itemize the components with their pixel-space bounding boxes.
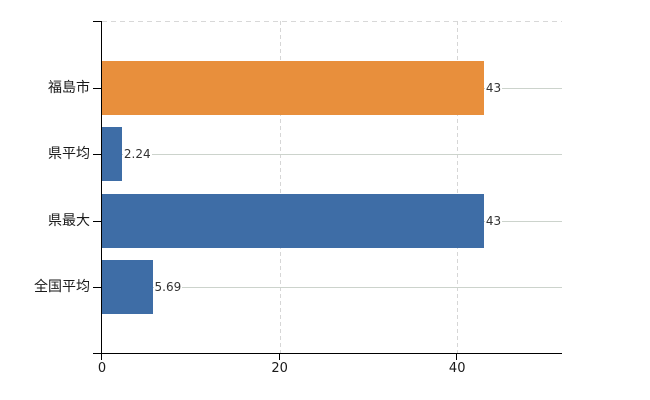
value-label: 2.24 <box>122 146 152 162</box>
bar <box>102 61 484 115</box>
horizontal-gridline <box>102 287 562 288</box>
category-label: 全国平均 <box>34 279 90 295</box>
y-axis-end-tick <box>93 21 101 22</box>
bar <box>102 194 484 248</box>
x-tick <box>456 354 458 360</box>
horizontal-gridline <box>102 154 562 155</box>
x-tick <box>101 354 102 360</box>
x-tick-label: 40 <box>448 361 466 376</box>
x-tick-label: 0 <box>97 361 107 376</box>
y-tick <box>93 88 101 89</box>
x-tick <box>278 354 280 360</box>
category-label: 県最大 <box>48 213 90 229</box>
category-label: 福島市 <box>48 80 90 96</box>
plot-top-border-line <box>102 21 562 22</box>
y-axis-end-tick <box>93 353 101 354</box>
x-tick-label: 20 <box>271 361 288 376</box>
category-label: 県平均 <box>48 146 90 162</box>
y-tick <box>93 287 101 288</box>
vertical-gridline <box>279 21 281 354</box>
value-label: 43 <box>484 80 503 96</box>
x-axis-line <box>101 353 562 354</box>
y-tick <box>93 154 101 155</box>
bar <box>102 260 153 314</box>
value-label: 43 <box>484 213 503 229</box>
value-label: 5.69 <box>153 279 183 295</box>
vertical-gridline <box>457 21 459 354</box>
y-tick <box>93 221 101 222</box>
y-axis-line <box>101 21 102 355</box>
bar <box>102 127 122 181</box>
